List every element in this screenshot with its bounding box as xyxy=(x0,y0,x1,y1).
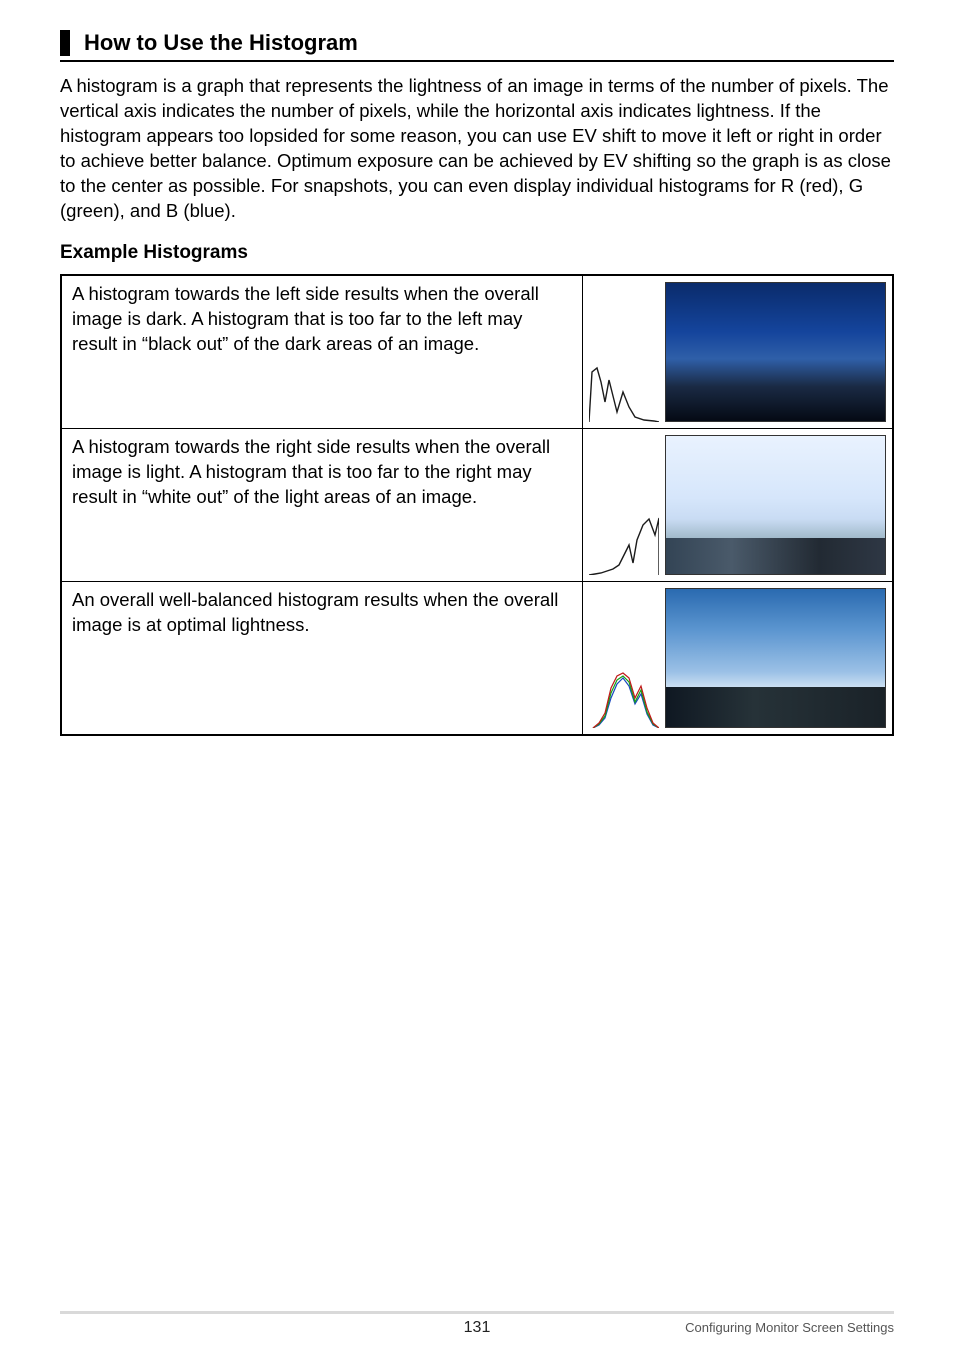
example-photo xyxy=(665,435,886,575)
footer-section-label: Configuring Monitor Screen Settings xyxy=(685,1320,894,1335)
histogram-icon xyxy=(589,362,659,422)
histogram-icon xyxy=(589,515,659,575)
intro-paragraph: A histogram is a graph that represents t… xyxy=(60,74,894,224)
example-image-cell xyxy=(582,428,893,581)
thumb-row xyxy=(589,435,886,575)
thumb-row xyxy=(589,588,886,728)
thumb-row xyxy=(589,282,886,422)
example-photo xyxy=(665,588,886,728)
section-heading-bar: How to Use the Histogram xyxy=(60,30,894,62)
page-footer: 131 Configuring Monitor Screen Settings xyxy=(60,1311,894,1335)
example-text-cell: A histogram towards the left side result… xyxy=(61,275,582,429)
section-heading: How to Use the Histogram xyxy=(84,30,358,56)
heading-accent xyxy=(60,30,70,56)
page-number: 131 xyxy=(464,1319,491,1337)
examples-table: A histogram towards the left side result… xyxy=(60,274,894,736)
example-text-cell: A histogram towards the right side resul… xyxy=(61,428,582,581)
example-subheading: Example Histograms xyxy=(60,242,894,264)
example-photo xyxy=(665,282,886,422)
histogram-icon xyxy=(589,668,659,728)
example-image-cell xyxy=(582,275,893,429)
example-text-cell: An overall well-balanced histogram resul… xyxy=(61,581,582,735)
table-row: A histogram towards the right side resul… xyxy=(61,428,893,581)
table-row: An overall well-balanced histogram resul… xyxy=(61,581,893,735)
table-row: A histogram towards the left side result… xyxy=(61,275,893,429)
example-image-cell xyxy=(582,581,893,735)
